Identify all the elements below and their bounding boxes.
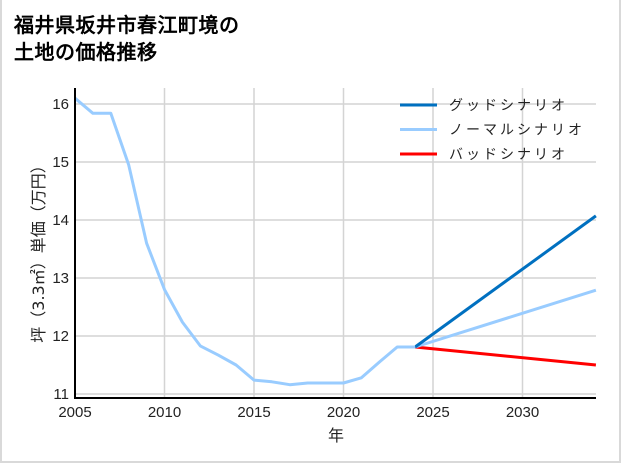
y-tick-label: 14 <box>52 212 69 229</box>
x-tick-label: 2015 <box>237 404 270 421</box>
chart-title-line1: 福井県坂井市春江町境の <box>14 13 240 37</box>
scenario-line <box>414 214 597 349</box>
x-tick-label: 2025 <box>416 404 449 421</box>
axes <box>74 88 596 399</box>
legend-label: バッドシナリオ <box>449 147 568 163</box>
x-axis-label: 年 <box>328 426 344 445</box>
x-tick-label: 2005 <box>58 404 91 421</box>
history-line <box>74 97 416 387</box>
scenario-line <box>414 345 597 367</box>
legend-label: ノーマルシナリオ <box>449 123 585 139</box>
data-lines <box>74 97 597 387</box>
x-tick-label: 2030 <box>506 404 539 421</box>
y-tick-label: 13 <box>52 270 69 287</box>
y-axis-label: 坪（3.3㎡）単価（万円） <box>29 157 48 342</box>
x-tick-label: 2020 <box>327 404 360 421</box>
legend-label: グッドシナリオ <box>449 98 568 114</box>
y-tick-label: 11 <box>53 386 69 403</box>
tick-labels: 2005 2010 2015 2020 2025 2030 11 12 13 14 15 16 <box>52 96 539 421</box>
grid-lines <box>74 88 596 398</box>
scenario-line <box>414 288 597 349</box>
y-tick-label: 15 <box>52 154 69 171</box>
x-tick-label: 2010 <box>148 404 181 421</box>
y-tick-label: 16 <box>52 96 69 113</box>
y-tick-label: 12 <box>52 328 69 345</box>
chart-title-line2: 土地の価格推移 <box>14 40 158 64</box>
chart-title: 福井県坂井市春江町境の 土地の価格推移 <box>14 12 240 66</box>
